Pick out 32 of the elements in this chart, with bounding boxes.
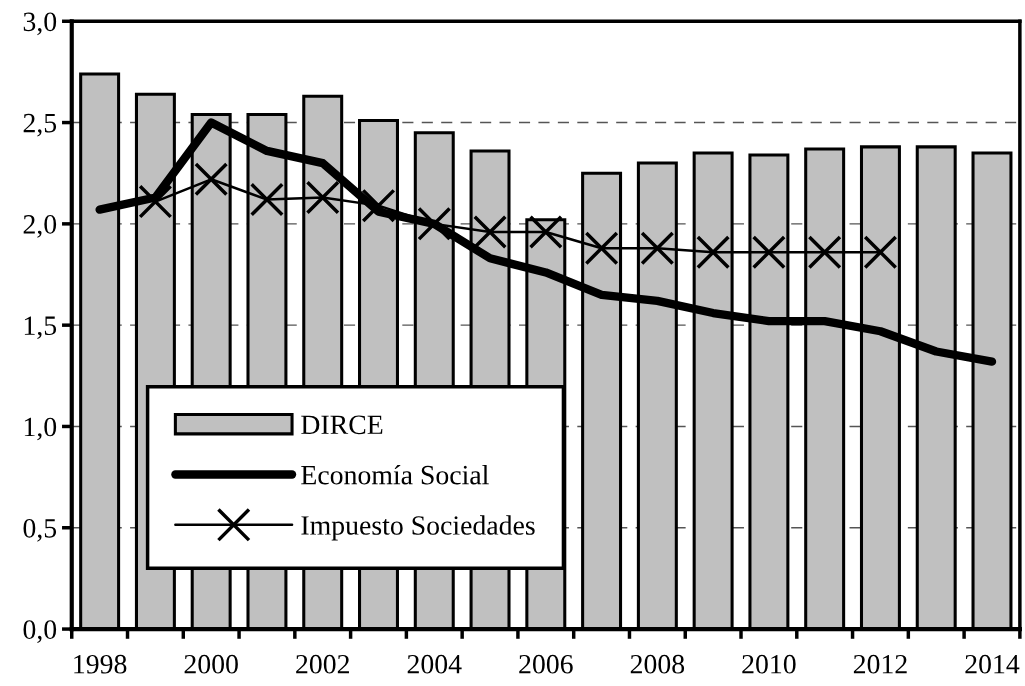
- point: [305, 180, 340, 215]
- point: [584, 231, 619, 266]
- point: [194, 162, 229, 197]
- point: [640, 231, 675, 266]
- x-tick-label: 2008: [630, 654, 685, 674]
- y-tick-label: 0,5: [23, 518, 57, 542]
- legend-label: DIRCE: [301, 415, 383, 435]
- x-tick-label: 2012: [853, 654, 907, 674]
- x-tick-label: 2014: [965, 654, 1020, 674]
- point: [138, 184, 173, 219]
- x-tick-label: 2000: [184, 654, 238, 674]
- point: [863, 235, 898, 270]
- point: [751, 235, 786, 270]
- x-tick-label: 2010: [742, 654, 796, 674]
- y-tick-label: 1,0: [24, 417, 57, 441]
- point: [361, 188, 396, 223]
- x-tick-label: 1998: [74, 654, 127, 674]
- legend-label: Economía Social: [301, 464, 489, 485]
- point: [696, 235, 731, 270]
- y-tick-label: 0,0: [23, 620, 57, 643]
- y-tick-label: 2,5: [23, 113, 57, 137]
- y-tick-label: 1,5: [24, 316, 57, 340]
- point: [249, 182, 284, 217]
- point: [807, 235, 842, 270]
- x-tick-label: 2002: [296, 654, 349, 674]
- x-tick-label: 2004: [407, 654, 462, 674]
- point: [528, 214, 563, 249]
- y-tick-label: 3,0: [23, 12, 57, 36]
- legend-label: Impuesto Sociedades: [301, 515, 535, 541]
- x-tick-label: 2006: [519, 654, 573, 674]
- point: [473, 214, 508, 249]
- y-tick-label: 2,0: [23, 215, 57, 238]
